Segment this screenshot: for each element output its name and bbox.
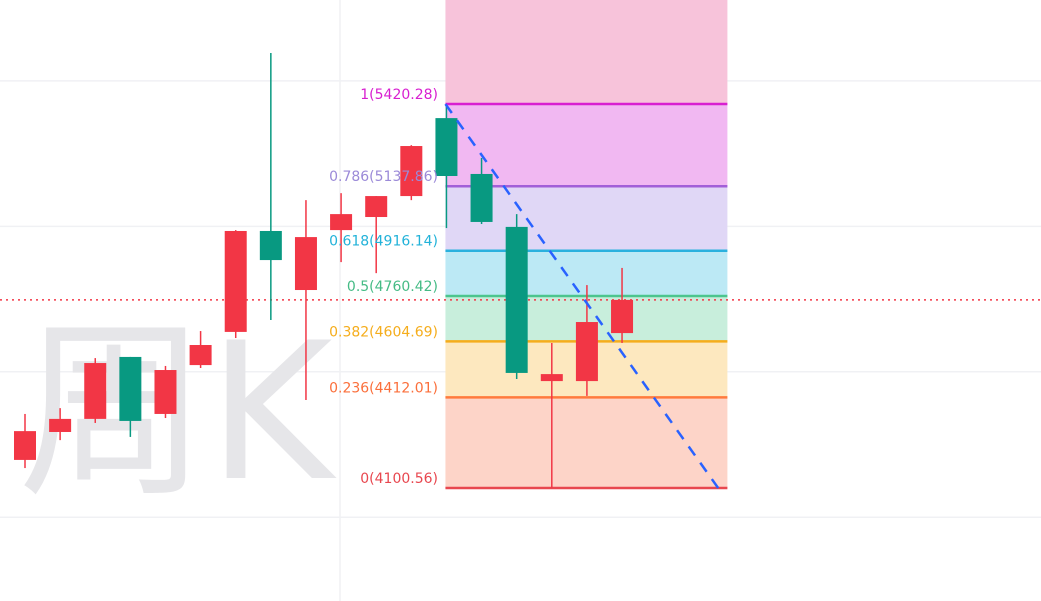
fib-labels: 1(5420.28) 0.786(5137.86) 0.618(4916.14) 0.… bbox=[329, 87, 438, 487]
candle-body bbox=[470, 173, 493, 222]
candle-body bbox=[330, 214, 353, 231]
candle-body bbox=[119, 356, 142, 421]
candle-body bbox=[189, 345, 212, 366]
fibonacci-retracement[interactable] bbox=[445, 0, 728, 490]
candle-body bbox=[365, 196, 388, 218]
candle-body bbox=[259, 230, 282, 261]
candle-body bbox=[400, 146, 423, 197]
candle-body bbox=[84, 363, 107, 419]
fib-level-label: 0(4100.56) bbox=[360, 471, 438, 487]
watermark: 周K bbox=[18, 302, 337, 523]
fib-level-label: 0.5(4760.42) bbox=[347, 279, 438, 295]
candle-body bbox=[49, 418, 72, 432]
fib-level-label: 0.382(4604.69) bbox=[329, 324, 438, 340]
fib-level-label: 1(5420.28) bbox=[360, 87, 438, 103]
candle-body bbox=[294, 237, 317, 291]
candle-body bbox=[505, 226, 528, 373]
fib-level-label: 0.236(4412.01) bbox=[329, 380, 438, 396]
candle-body bbox=[540, 374, 563, 382]
fib-level-label: 0.786(5137.86) bbox=[329, 169, 438, 185]
fib-zone bbox=[445, 104, 728, 187]
candle-body bbox=[224, 230, 247, 332]
fib-zone-top bbox=[445, 0, 728, 105]
candle-body bbox=[14, 431, 36, 460]
fib-zone bbox=[445, 397, 728, 488]
fib-level-label: 0.618(4916.14) bbox=[329, 234, 438, 250]
candle-body bbox=[435, 118, 458, 176]
candle-body bbox=[575, 322, 598, 382]
candles bbox=[14, 52, 634, 488]
candle-body bbox=[154, 370, 177, 414]
candle-body bbox=[611, 299, 634, 334]
